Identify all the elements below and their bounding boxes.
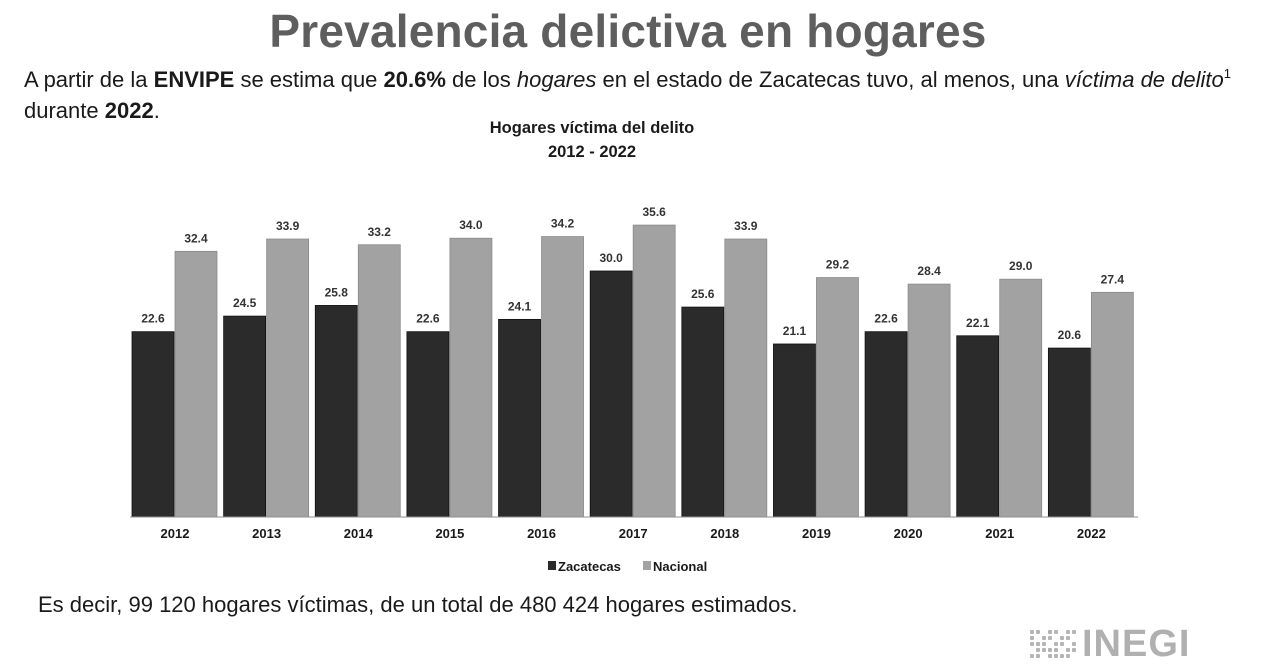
intro-part: . [153,98,160,123]
legend: Zacatecas Nacional [548,559,707,574]
chart-subtitle: 2012 - 2022 [548,143,636,161]
value-label-zacatecas-2022: 20.6 [1058,328,1082,342]
bar-nacional-2014 [357,244,401,518]
bar-nacional-2017 [632,224,676,518]
inegi-logo: INEGI [1030,622,1230,666]
intro-part: de los [445,67,517,92]
x-tick-label-2017: 2017 [619,526,648,541]
x-tick-label-2018: 2018 [710,526,739,541]
intro-part: A partir de la [24,67,154,92]
value-label-nacional-2016: 34.2 [551,217,575,231]
value-label-zacatecas-2013: 24.5 [233,296,257,310]
logo-text: INEGI [1082,622,1191,665]
value-label-nacional-2014: 33.2 [368,225,392,239]
inegi-dots-icon [1030,630,1076,658]
bar-zacatecas-2017 [589,270,633,518]
bar-nacional-2016 [541,236,584,518]
value-label-nacional-2020: 28.4 [917,264,941,278]
bar-zacatecas-2020 [864,331,908,518]
x-tick-label-2021: 2021 [985,526,1014,541]
bar-nacional-2022 [1090,291,1134,518]
intro-part: durante [24,98,105,123]
footnote-marker: 1 [1223,66,1231,81]
intro-victima: víctima de delito [1064,67,1224,92]
value-label-zacatecas-2020: 22.6 [874,312,898,326]
summary-text: Es decir, 99 120 hogares víctimas, de un… [38,592,798,617]
bar-zacatecas-2014 [314,305,358,518]
value-labels-group: 22.6 32.4 24.5 33.9 25.8 33.2 22.6 34.0 24.1 34.2… [141,205,1124,342]
page-title: Prevalencia delictiva en hogares [269,5,987,57]
legend-swatch-nacional [643,561,651,570]
intro-hogares: hogares [516,67,597,92]
intro-part: en el estado de Zacatecas tuvo, al menos… [596,67,1065,92]
legend-label-nacional: Nacional [653,559,707,574]
intro-envipe: ENVIPE [153,67,235,92]
bar-zacatecas-2018 [681,306,725,518]
bar-nacional-2020 [907,283,951,518]
chart-title: Hogares víctima del delito [490,119,694,137]
legend-label-zacatecas: Zacatecas [558,559,621,574]
value-label-zacatecas-2015: 22.6 [416,312,440,326]
bar-zacatecas-2012 [131,331,175,518]
legend-swatch-zacatecas [548,561,556,570]
intro-part: se estima que [234,67,384,92]
intro-text: A partir de la ENVIPE se estima que 20.6… [24,64,1256,126]
value-label-nacional-2021: 29.0 [1009,259,1033,273]
intro-year: 2022 [104,98,154,123]
x-tick-label-2015: 2015 [435,526,464,541]
value-label-nacional-2019: 29.2 [826,258,850,272]
x-tick-label-2016: 2016 [527,526,556,541]
value-label-nacional-2022: 27.4 [1101,272,1125,286]
value-label-nacional-2013: 33.9 [276,219,300,233]
bar-nacional-2018 [724,238,768,518]
x-tick-label-2014: 2014 [344,526,374,541]
value-label-zacatecas-2017: 30.0 [600,251,624,265]
value-label-nacional-2012: 32.4 [184,231,208,245]
value-label-nacional-2017: 35.6 [643,205,667,219]
bar-zacatecas-2015 [406,331,450,518]
bar-nacional-2012 [174,250,218,518]
bar-nacional-2015 [449,237,493,518]
x-tick-label-2022: 2022 [1077,526,1106,541]
value-label-zacatecas-2014: 25.8 [325,285,349,299]
intro-percent: 20.6% [383,67,446,92]
bars-group [130,224,1138,518]
category-labels-group: 2012 2013 2014 2015 2016 2017 2018 2019 2020 2021… [161,526,1106,541]
bar-nacional-2021 [999,278,1043,518]
value-label-zacatecas-2012: 22.6 [141,312,165,326]
bar-nacional-2013 [266,238,310,518]
x-tick-label-2013: 2013 [252,526,281,541]
bar-zacatecas-2016 [498,318,541,518]
bar-zacatecas-2019 [773,343,816,518]
x-tick-label-2019: 2019 [802,526,831,541]
bar-nacional-2019 [816,277,859,518]
value-label-zacatecas-2018: 25.6 [691,287,715,301]
value-label-nacional-2018: 33.9 [734,219,758,233]
value-label-nacional-2015: 34.0 [459,218,483,232]
bar-zacatecas-2021 [956,335,1000,518]
bar-zacatecas-2022 [1047,347,1091,518]
value-label-zacatecas-2021: 22.1 [966,316,990,330]
x-tick-label-2012: 2012 [161,526,190,541]
value-label-zacatecas-2019: 21.1 [783,324,807,338]
x-tick-label-2020: 2020 [894,526,923,541]
bar-zacatecas-2013 [223,315,267,518]
value-label-zacatecas-2016: 24.1 [508,299,532,313]
